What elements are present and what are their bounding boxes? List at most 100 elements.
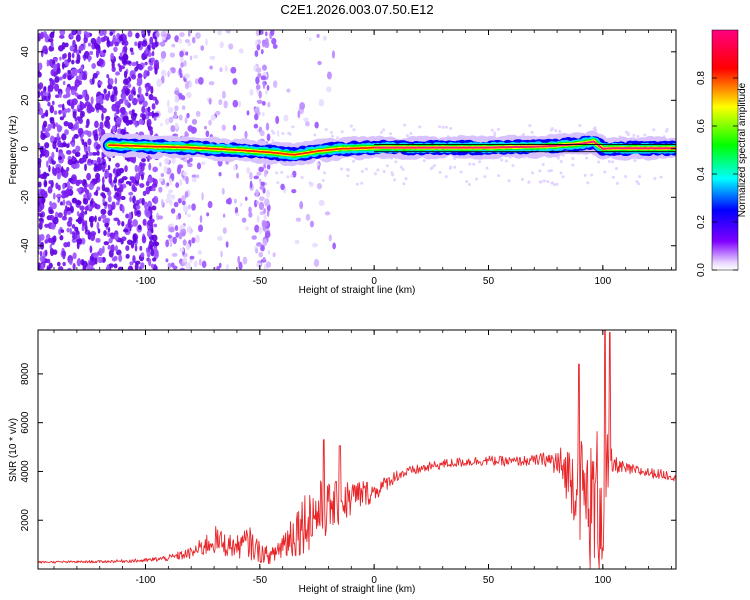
spectrogram-noise-cell [313,258,320,267]
spectrogram-noise-cell [117,219,121,226]
spectrogram-noise-cell [111,256,117,262]
snr-x-tick-label: 100 [594,575,611,586]
spectrogram-noise-cell [186,243,191,251]
spectrogram-noise-cell [238,261,243,270]
spectrogram-noise-cell [167,106,174,114]
spectrogram-noise-cell [181,195,187,201]
spectrogram-noise-cell [184,73,190,79]
spectrogram-noise-cell [114,41,120,47]
spectrogram-noise-cell [259,185,265,190]
spectrogram-noise-cell [48,92,51,100]
spectrogram-noise-cell [154,67,158,75]
spectrogram-noise-cell [216,235,223,241]
spectrogram-noise-cell [71,68,75,77]
spectrogram-noise-cell [68,259,73,265]
spectrogram-noise-cell [191,118,198,125]
spectrogram-noise-cell [132,233,137,239]
spectrogram-noise-cell [57,212,63,218]
spectrogram-noise-cell [83,30,88,36]
spectrogram-noise-cell [79,110,84,119]
spectrogram-noise-cell [547,169,551,173]
spectrogram-noise-cell [175,231,180,238]
spectrogram-noise-cell [500,158,504,162]
spectrogram-noise-cell [160,122,163,127]
spectrogram-noise-cell [266,164,271,170]
spectrogram-noise-cell [300,176,304,180]
spectrogram-noise-cell [63,52,67,59]
chart-title: C2E1.2026.003.07.50.E12 [280,2,433,17]
spectrogram-noise-cell [133,90,136,96]
spectrogram-noise-cell [187,30,191,37]
spectrogram-noise-cell [121,205,125,214]
spectrogram-noise-cell [593,126,597,130]
spectrogram-noise-cell [59,56,62,61]
spectrogram-noise-cell [122,46,128,52]
spectrogram-noise-cell [222,227,227,234]
snr-frame [37,329,677,570]
spectrogram-noise-cell [155,32,160,38]
spectrogram-noise-cell [104,222,109,228]
spectrogram-noise-cell [179,179,183,186]
spectrogram-noise-cell [324,211,331,216]
spectrogram-noise-cell [258,251,263,258]
spectrogram-noise-cell [559,159,563,163]
spectrogram-noise-cell [256,242,262,247]
spectrogram-noise-cell [63,189,70,198]
spectrogram-noise-cell [171,252,178,257]
spectrogram-noise-cell [97,216,102,222]
spectrogram-noise-cell [465,180,469,184]
spectrogram-noise-cell [234,206,239,215]
spectrogram-noise-cell [632,134,636,138]
spectrogram-noise-cell [117,266,124,270]
spectrogram-noise-cell [142,190,147,197]
spectrogram-noise-cell [86,118,90,127]
spectrogram-noise-cell [652,128,656,132]
spectrogram-noise-cell [65,149,72,155]
spectrogram-noise-cell [92,130,96,135]
colorbar-tick-label: 0.8 [696,71,707,85]
spectrogram-noise-cell [49,135,55,144]
spectrogram-noise-cell [206,212,210,217]
spectrogram-noise-cell [169,199,173,206]
spectrogram-noise-cell [185,262,192,270]
spectrogram-noise-cell [65,92,71,98]
spectrogram-noise-cell [409,131,413,135]
spectrogram-noise-cell [84,210,88,215]
spectrogram-noise-cell [60,166,64,174]
spectrogram-noise-cell [64,59,68,65]
spectrogram-noise-cell [116,104,120,113]
spectrogram-noise-cell [84,205,89,212]
spectrogram-noise-cell [280,170,284,174]
spectrogram-y-axis-label: Frequency (Hz) [8,116,19,185]
spectrogram-noise-cell [38,32,42,41]
spectrogram-noise-cell [283,114,289,122]
spectrogram-noise-cell [134,164,139,173]
spectrogram-noise-cell [549,169,553,173]
spectrogram-noise-cell [191,237,196,244]
spectrogram-noise-cell [182,257,188,263]
spectrogram-noise-cell [143,201,148,210]
spectrogram-noise-cell [530,171,534,175]
spectrogram-noise-cell [81,138,85,146]
spectrogram-noise-cell [313,133,317,137]
spectrogram-noise-cell [110,94,116,103]
spectrogram-noise-cell [121,93,127,101]
spectrogram-noise-cell [200,45,205,51]
spectrogram-noise-cell [51,202,57,210]
spectrogram-noise-cell [214,110,221,116]
spectrogram-noise-cell [280,183,285,191]
spectrogram-noise-cell [107,227,111,232]
spectrogram-noise-cell [153,241,160,247]
spectrogram-noise-cell [314,121,319,129]
spectrogram-noise-cell [137,224,142,231]
spectrogram-noise-cell [205,130,210,138]
spectrogram-noise-cell [216,265,220,270]
spectrogram-noise-cell [160,69,167,78]
spectrogram-noise-cell [101,176,105,185]
spectrogram-noise-cell [179,55,184,63]
spectrogram-noise-cell [185,176,189,185]
snr-panel: -100 -50 0 50 100 2000 4000 6000 8000 Height of… [8,329,677,595]
spectrogram-noise-cell [127,30,133,38]
spectrogram-noise-cell [140,262,145,269]
spectrogram-noise-cell [114,234,119,241]
